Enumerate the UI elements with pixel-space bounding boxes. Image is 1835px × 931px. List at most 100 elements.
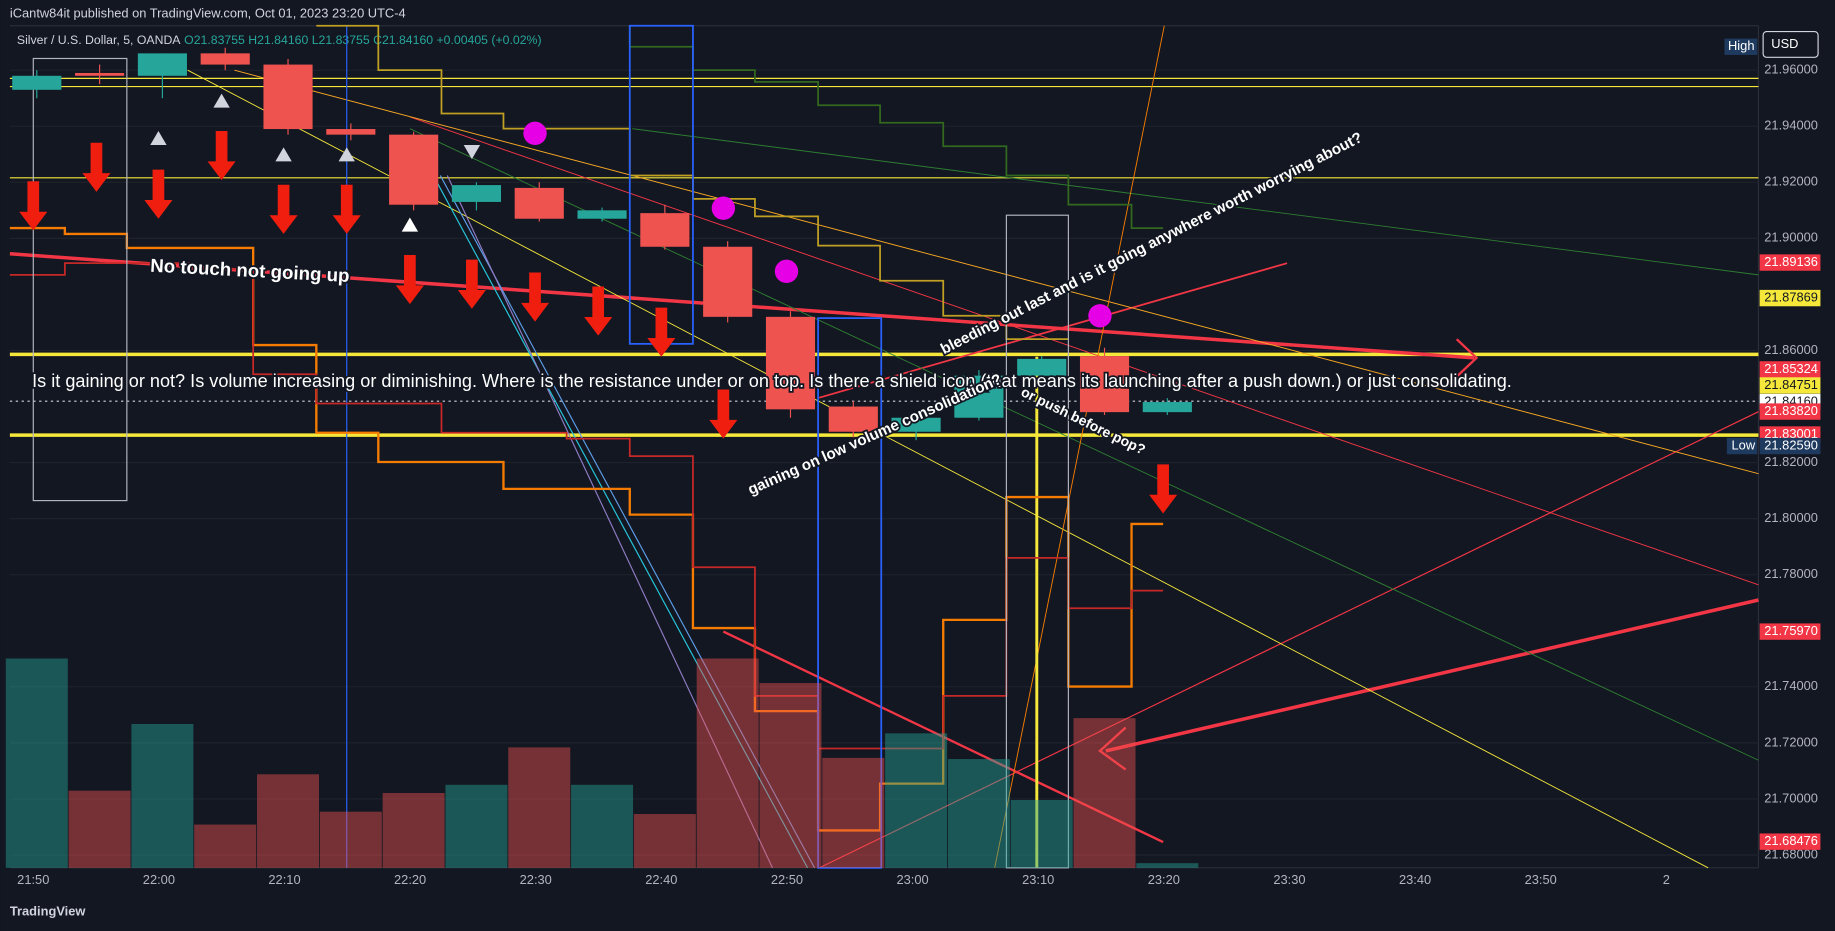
- x-tick-label: 22:20: [394, 872, 426, 887]
- price-label-box: [1759, 361, 1821, 378]
- series: [5, 47, 1199, 868]
- volume-bar: [1136, 863, 1199, 868]
- volume-bar: [194, 824, 257, 868]
- candle-body: [137, 53, 187, 76]
- price-label: 21.84751: [1764, 377, 1818, 392]
- box: [1005, 214, 1069, 869]
- candle-body: [640, 213, 690, 247]
- down-arrow: [332, 184, 361, 234]
- candle-body: [263, 64, 313, 130]
- y-tick-label: 21.86000: [1764, 342, 1818, 357]
- step-line: [9, 262, 1164, 750]
- volume-bar: [257, 774, 320, 868]
- price-label: 21.83001: [1764, 426, 1818, 441]
- down-arrow: [647, 307, 676, 357]
- trend-line: [439, 175, 816, 869]
- marker: [1088, 304, 1112, 328]
- x-tick-label: 23:00: [896, 872, 928, 887]
- candle-body: [954, 375, 1004, 418]
- volume-bar: [131, 723, 194, 868]
- y-tick-label: 21.80000: [1764, 510, 1818, 525]
- candle-body: [12, 75, 62, 90]
- down-arrow: [709, 389, 738, 439]
- footer: TradingView: [10, 904, 87, 919]
- marker: [150, 130, 167, 146]
- volume-bar: [68, 790, 131, 868]
- price-label: 21.87869: [1764, 289, 1818, 304]
- price-label: 21.68476: [1764, 833, 1818, 848]
- trend-line: [819, 262, 1288, 399]
- candle-body: [828, 406, 878, 432]
- price-label: 21.85324: [1764, 361, 1818, 376]
- trend-line: [187, 69, 1709, 869]
- price-label-box: [1759, 403, 1821, 420]
- down-arrow: [19, 181, 48, 231]
- candle-body: [200, 53, 250, 65]
- volume-bar: [947, 759, 1010, 868]
- drawings: [9, 24, 1759, 869]
- y-tick-label: 21.82000: [1764, 454, 1818, 469]
- down-arrow: [82, 142, 111, 192]
- box: [817, 317, 883, 869]
- x-tick-label: 21:50: [17, 872, 49, 887]
- marker: [774, 259, 799, 284]
- volume-bar: [319, 811, 382, 868]
- y-tick-label: 21.90000: [1764, 230, 1818, 245]
- price-label-box: [1759, 377, 1821, 394]
- trend-line: [409, 116, 1759, 586]
- down-arrow: [395, 254, 424, 305]
- candle-body: [1017, 358, 1067, 376]
- annotation: Is it gaining or not? Is volume increasi…: [32, 371, 1512, 391]
- low-tag: Low: [1732, 437, 1756, 452]
- price-label-box: [1759, 623, 1821, 640]
- candle-body: [514, 187, 564, 219]
- x-tick-label: 23:50: [1525, 872, 1557, 887]
- price-label-box: [1759, 254, 1821, 271]
- candle-body: [1142, 402, 1192, 413]
- currency[interactable]: USD: [1771, 36, 1798, 51]
- arrow-head: [1098, 726, 1127, 771]
- price-label: 21.82590: [1764, 437, 1818, 452]
- trend-line: [818, 411, 1759, 869]
- arrows: [19, 130, 1178, 514]
- high-tag: High: [1728, 38, 1754, 53]
- price-label: 21.89136: [1764, 254, 1818, 269]
- candle-body: [891, 417, 941, 432]
- ohlc: O21.83755 H21.84160 L21.83755 C21.84160 …: [184, 33, 541, 47]
- low-tag-box: [1726, 437, 1758, 455]
- currency-box[interactable]: [1762, 30, 1819, 58]
- volume-bar: [508, 747, 571, 868]
- volume-bar: [382, 792, 445, 868]
- x-tick-label: 22:10: [268, 872, 300, 887]
- volume-bar: [885, 733, 948, 868]
- trend-line: [234, 69, 1759, 475]
- box: [32, 57, 128, 502]
- down-arrow: [1149, 464, 1178, 514]
- volume-bar: [445, 784, 508, 868]
- y-tick-label: 21.94000: [1764, 118, 1818, 133]
- candle-body: [75, 72, 125, 76]
- trend-line: [994, 25, 1165, 868]
- y-tick-label: 21.68000: [1764, 846, 1818, 861]
- candle-body: [1079, 356, 1130, 413]
- y-tick-label: 21.72000: [1764, 734, 1818, 749]
- marker: [275, 147, 292, 162]
- trend-line: [632, 128, 1759, 276]
- x-tick-label: 2: [1663, 872, 1670, 887]
- down-arrow: [584, 286, 613, 336]
- x-tick-label: 22:30: [520, 872, 552, 887]
- candle-body: [703, 246, 753, 317]
- x-tick-label: 22:00: [143, 872, 175, 887]
- down-arrow: [457, 259, 486, 309]
- price-label-box: [1759, 289, 1821, 307]
- symbol: Silver / U.S. Dollar, 5, OANDA: [17, 33, 181, 47]
- volume-bar: [759, 683, 822, 868]
- candle-body: [577, 210, 627, 219]
- y-tick-label: 21.92000: [1764, 174, 1818, 189]
- marker: [463, 145, 481, 160]
- x-tick-label: 22:40: [645, 872, 677, 887]
- volume-bar: [1073, 718, 1136, 868]
- marker: [338, 147, 355, 162]
- y-tick-label: 21.70000: [1764, 790, 1818, 805]
